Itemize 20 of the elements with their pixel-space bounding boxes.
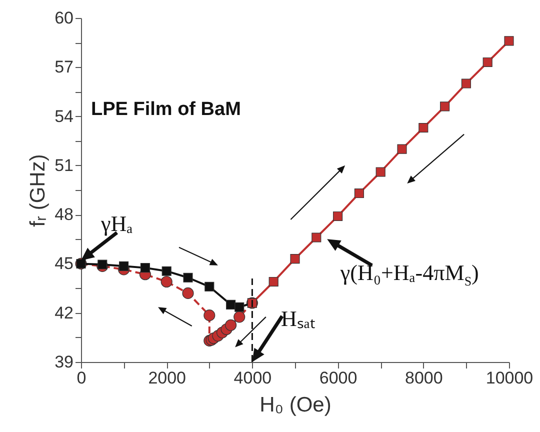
x-tick-label: 10000 <box>486 368 534 388</box>
y-tick-label: 48 <box>54 205 74 224</box>
y-tick-label: 60 <box>54 8 74 28</box>
annotation: γ(H₀+Hₐ-4πM$_{S}$) <box>340 260 479 288</box>
x-tick-label: 4000 <box>234 368 272 388</box>
y-tick-label: 54 <box>54 106 74 126</box>
x-tick-label: 2000 <box>148 368 186 388</box>
annotation: Hₛₐₜ <box>281 306 315 331</box>
x-tick-label: 6000 <box>319 368 358 388</box>
annotation: γHₐ <box>101 211 133 236</box>
y-tick-label: 42 <box>54 303 74 322</box>
x-tick-label: 0 <box>76 368 86 388</box>
x-axis-title: H₀ (Oe) <box>260 394 332 416</box>
annotation: LPE Film of BaM <box>91 99 241 120</box>
y-tick-label: 57 <box>54 58 74 77</box>
y-axis-title: fᵣ (GHz) <box>26 154 50 227</box>
x-tick-label: 8000 <box>404 368 443 388</box>
y-tick-label: 39 <box>54 352 74 372</box>
y-tick-label: 45 <box>54 254 74 274</box>
y-tick-label: 51 <box>54 156 74 175</box>
